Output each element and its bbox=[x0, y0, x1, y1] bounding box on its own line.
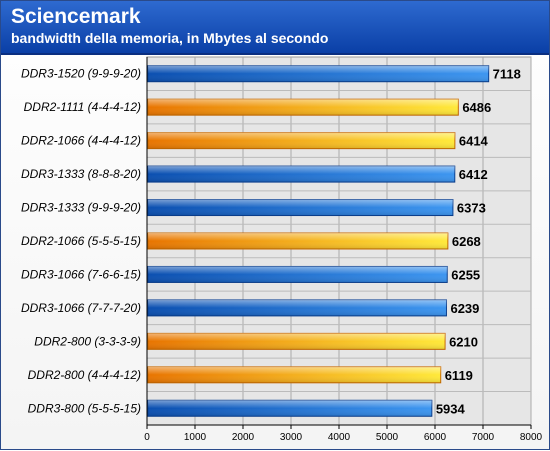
category-label: DDR3-800 (5-5-5-15) bbox=[28, 401, 141, 415]
bar-highlight bbox=[148, 132, 455, 149]
bar-chart: 0 1000 2000 3000 4000 5000 6000 7000 8000 7118 DDR… bbox=[21, 56, 543, 443]
x-tick-label: 7000 bbox=[472, 432, 495, 443]
bar-highlight bbox=[148, 266, 448, 283]
x-tick-label: 4000 bbox=[328, 432, 351, 443]
x-tick-label: 2000 bbox=[232, 432, 255, 443]
x-tick-label: 5000 bbox=[376, 432, 399, 443]
category-label: DDR2-1111 (4-4-4-12) bbox=[24, 100, 141, 114]
bar-highlight bbox=[148, 400, 432, 417]
x-tick-label: 3000 bbox=[280, 432, 303, 443]
category-label: DDR3-1333 (8-8-8-20) bbox=[21, 167, 141, 181]
bar-highlight bbox=[148, 166, 455, 183]
category-label: DDR3-1066 (7-6-6-15) bbox=[21, 267, 141, 281]
bar-highlight bbox=[148, 233, 448, 249]
x-tick-label: 8000 bbox=[520, 432, 543, 443]
category-label: DDR3-1333 (9-9-9-20) bbox=[21, 201, 141, 215]
data-label: 5934 bbox=[436, 401, 466, 416]
category-label: DDR3-1520 (9-9-9-20) bbox=[21, 67, 141, 81]
category-label: DDR2-800 (3-3-3-9) bbox=[34, 334, 141, 348]
category-label: DDR2-1066 (5-5-5-15) bbox=[21, 234, 141, 248]
data-label: 6239 bbox=[450, 301, 479, 316]
x-tick-label: 0 bbox=[144, 432, 150, 443]
bar-highlight bbox=[148, 366, 441, 383]
category-label: DDR2-800 (4-4-4-12) bbox=[28, 368, 141, 382]
category-label: DDR3-1066 (7-7-7-20) bbox=[21, 301, 141, 315]
data-label: 6255 bbox=[451, 267, 480, 282]
category-label: DDR2-1066 (4-4-4-12) bbox=[21, 134, 141, 148]
bar-highlight bbox=[148, 199, 453, 216]
data-label: 6119 bbox=[445, 368, 473, 383]
chart-header: Sciencemark bandwidth della memoria, in … bbox=[1, 1, 549, 55]
x-tick-label: 6000 bbox=[424, 432, 447, 443]
bar-highlight bbox=[148, 299, 447, 316]
data-label: 6268 bbox=[452, 234, 481, 249]
data-label: 6486 bbox=[462, 100, 491, 115]
bar-highlight bbox=[148, 99, 459, 116]
data-label: 6210 bbox=[449, 334, 478, 349]
data-label: 6414 bbox=[459, 134, 489, 149]
x-tick-label: 1000 bbox=[184, 432, 207, 443]
bar-highlight bbox=[148, 65, 489, 82]
bar-highlight bbox=[148, 333, 446, 350]
chart-title: Sciencemark bbox=[11, 5, 141, 28]
data-label: 7118 bbox=[493, 67, 521, 82]
chart-subtitle: bandwidth della memoria, in Mbytes al se… bbox=[11, 30, 329, 46]
data-label: 6412 bbox=[459, 167, 488, 182]
data-label: 6373 bbox=[457, 201, 486, 216]
